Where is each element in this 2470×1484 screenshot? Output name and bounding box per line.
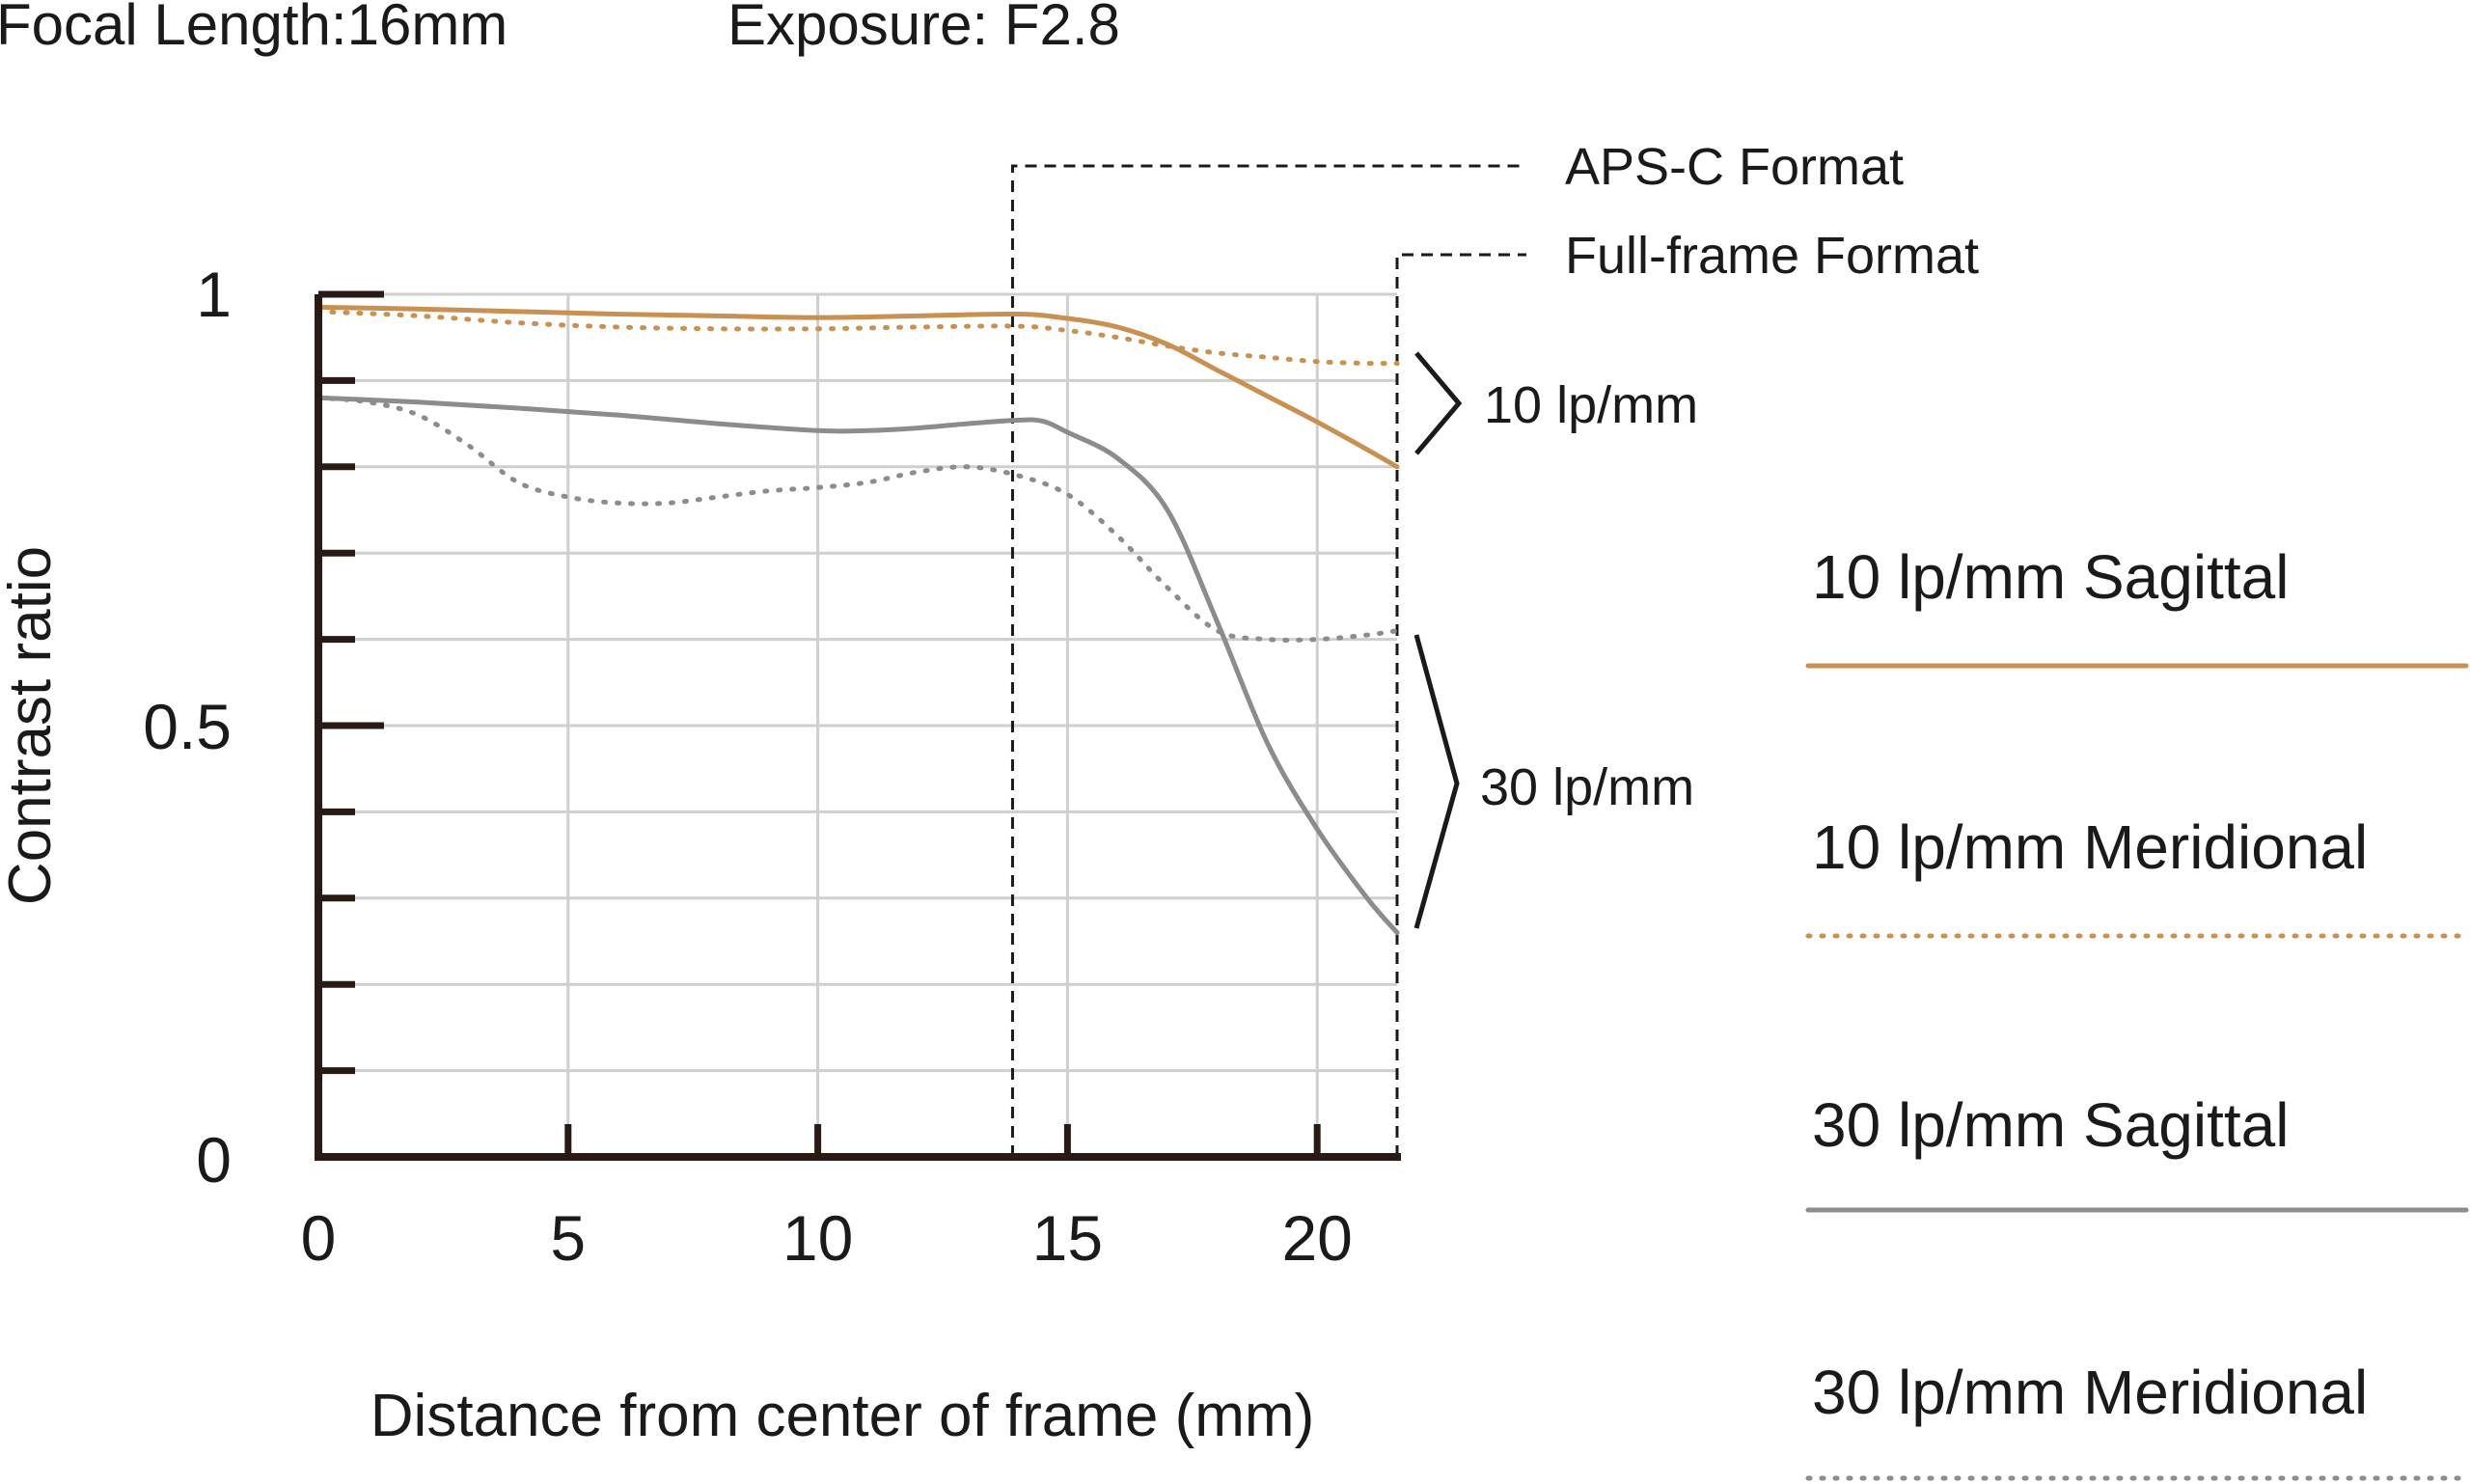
format-marker-label: APS-C Format (1565, 138, 1904, 196)
x-axis-label: Distance from center of frame (mm) (370, 1383, 1314, 1449)
series-lines (316, 304, 1400, 936)
legend-label: 30 lp/mm Meridional (1812, 1358, 2368, 1427)
legend: 10 lp/mm Sagittal 10 lp/mm Meridional 30 l… (1805, 542, 2469, 1481)
plot-axes (315, 290, 1401, 1161)
x-tick-label: 15 (1032, 1202, 1103, 1274)
format-marker-label: Full-frame Format (1565, 227, 1979, 285)
x-tick-label: 20 (1281, 1202, 1352, 1274)
bracket-30lp (1413, 634, 1460, 929)
series-line (316, 395, 1400, 643)
series-line (316, 395, 1400, 936)
format-marker-line (1010, 164, 1526, 1157)
series-line (316, 304, 1400, 470)
group-brackets: 10 lp/mm 30 lp/mm (1413, 351, 1698, 929)
legend-label: 30 lp/mm Sagittal (1812, 1090, 2289, 1160)
series-line (316, 309, 1400, 367)
tick-labels: 0 5 10 15 20 0 0.5 1 (143, 259, 1353, 1274)
bracket-10lp (1414, 351, 1463, 455)
y-tick-label: 0.5 (143, 691, 232, 762)
y-axis-label: Contrast ratio (0, 546, 64, 905)
group-label-30lp: 30 lp/mm (1480, 758, 1694, 816)
x-tick-label: 10 (782, 1202, 853, 1274)
y-tick-label: 0 (196, 1124, 232, 1195)
legend-label: 10 lp/mm Meridional (1812, 812, 2368, 882)
legend-label: 10 lp/mm Sagittal (1812, 542, 2289, 612)
focal-length-label: Focal Length:16mm (0, 0, 508, 57)
x-tick-label: 5 (550, 1202, 586, 1274)
plot-grid (318, 292, 1397, 1157)
format-markers: APS-C Format Full-frame Format (1010, 138, 1979, 1157)
x-tick-label: 0 (301, 1202, 337, 1274)
exposure-label: Exposure: F2.8 (727, 0, 1120, 57)
y-tick-label: 1 (196, 259, 232, 330)
format-marker-line (1395, 253, 1526, 1157)
group-label-10lp: 10 lp/mm (1484, 376, 1698, 434)
